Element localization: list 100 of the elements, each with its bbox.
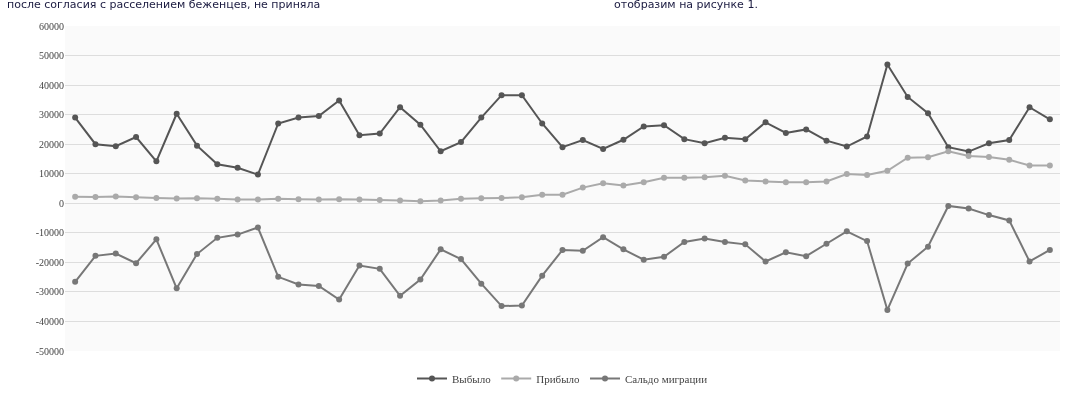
point bbox=[884, 167, 891, 174]
point bbox=[661, 253, 668, 260]
point bbox=[254, 196, 261, 203]
point bbox=[721, 238, 728, 245]
point bbox=[985, 140, 992, 147]
point bbox=[295, 114, 302, 121]
point bbox=[742, 241, 749, 248]
point bbox=[356, 132, 363, 139]
point bbox=[112, 250, 119, 257]
point bbox=[701, 174, 708, 181]
y-tick-label: -50000 bbox=[35, 345, 64, 357]
point bbox=[539, 272, 546, 279]
point bbox=[397, 197, 404, 204]
point bbox=[1026, 162, 1033, 169]
point bbox=[681, 238, 688, 245]
point bbox=[742, 177, 749, 184]
point bbox=[397, 104, 404, 111]
point bbox=[133, 134, 140, 141]
point bbox=[356, 262, 363, 269]
point bbox=[559, 246, 566, 253]
point bbox=[864, 238, 871, 245]
point bbox=[945, 202, 952, 209]
point bbox=[864, 133, 871, 140]
legend-label: Выбыло bbox=[452, 372, 492, 385]
point bbox=[193, 195, 200, 202]
point bbox=[254, 171, 261, 178]
point bbox=[173, 285, 180, 292]
point bbox=[376, 197, 383, 204]
point bbox=[701, 140, 708, 147]
y-tick-label: 20000 bbox=[39, 138, 64, 150]
point bbox=[985, 153, 992, 160]
point bbox=[457, 139, 464, 146]
point bbox=[925, 243, 932, 250]
point bbox=[518, 302, 525, 309]
point bbox=[295, 281, 302, 288]
y-tick-label: -20000 bbox=[35, 256, 64, 268]
point bbox=[356, 196, 363, 203]
point bbox=[193, 251, 200, 258]
point bbox=[417, 198, 424, 205]
point bbox=[904, 93, 911, 100]
point bbox=[985, 212, 992, 219]
point bbox=[823, 178, 830, 185]
point bbox=[1046, 162, 1053, 169]
point bbox=[478, 280, 485, 287]
point bbox=[397, 292, 404, 299]
point bbox=[234, 231, 241, 238]
point bbox=[92, 141, 99, 148]
point bbox=[417, 276, 424, 283]
point bbox=[904, 260, 911, 267]
point bbox=[275, 195, 282, 202]
point bbox=[803, 126, 810, 133]
legend-label: Прибыло bbox=[536, 372, 581, 385]
point bbox=[234, 164, 241, 171]
point bbox=[1046, 116, 1053, 123]
point bbox=[417, 121, 424, 128]
point bbox=[214, 195, 221, 202]
point bbox=[721, 172, 728, 179]
point bbox=[579, 137, 586, 144]
point bbox=[843, 143, 850, 150]
point bbox=[437, 148, 444, 155]
point bbox=[600, 180, 607, 187]
point bbox=[133, 260, 140, 267]
point bbox=[965, 205, 972, 212]
y-tick-label: 60000 bbox=[39, 20, 64, 32]
point bbox=[518, 194, 525, 201]
point bbox=[92, 252, 99, 259]
point bbox=[1006, 137, 1013, 144]
point bbox=[762, 258, 769, 265]
point bbox=[539, 120, 546, 127]
point bbox=[620, 182, 627, 189]
point bbox=[600, 145, 607, 152]
text: отобразим на рисунке 1. bbox=[614, 0, 758, 11]
point bbox=[925, 154, 932, 161]
point bbox=[457, 256, 464, 263]
point bbox=[214, 161, 221, 168]
point bbox=[518, 92, 525, 99]
point bbox=[315, 113, 322, 120]
point bbox=[843, 171, 850, 178]
point bbox=[336, 296, 343, 303]
point bbox=[254, 224, 261, 231]
point bbox=[112, 143, 119, 150]
point bbox=[640, 123, 647, 130]
point bbox=[376, 265, 383, 272]
point bbox=[762, 119, 769, 126]
point bbox=[457, 195, 464, 202]
point bbox=[1026, 104, 1033, 111]
y-tick-label: 40000 bbox=[39, 79, 64, 91]
point bbox=[579, 184, 586, 191]
point bbox=[315, 283, 322, 289]
point bbox=[701, 235, 708, 242]
y-tick-label: -10000 bbox=[35, 227, 64, 239]
point bbox=[1046, 246, 1053, 253]
point bbox=[559, 144, 566, 151]
point bbox=[782, 179, 789, 186]
point bbox=[600, 234, 607, 241]
point bbox=[478, 195, 485, 202]
point bbox=[782, 249, 789, 256]
point bbox=[681, 136, 688, 143]
point bbox=[843, 228, 850, 235]
point bbox=[864, 171, 871, 178]
